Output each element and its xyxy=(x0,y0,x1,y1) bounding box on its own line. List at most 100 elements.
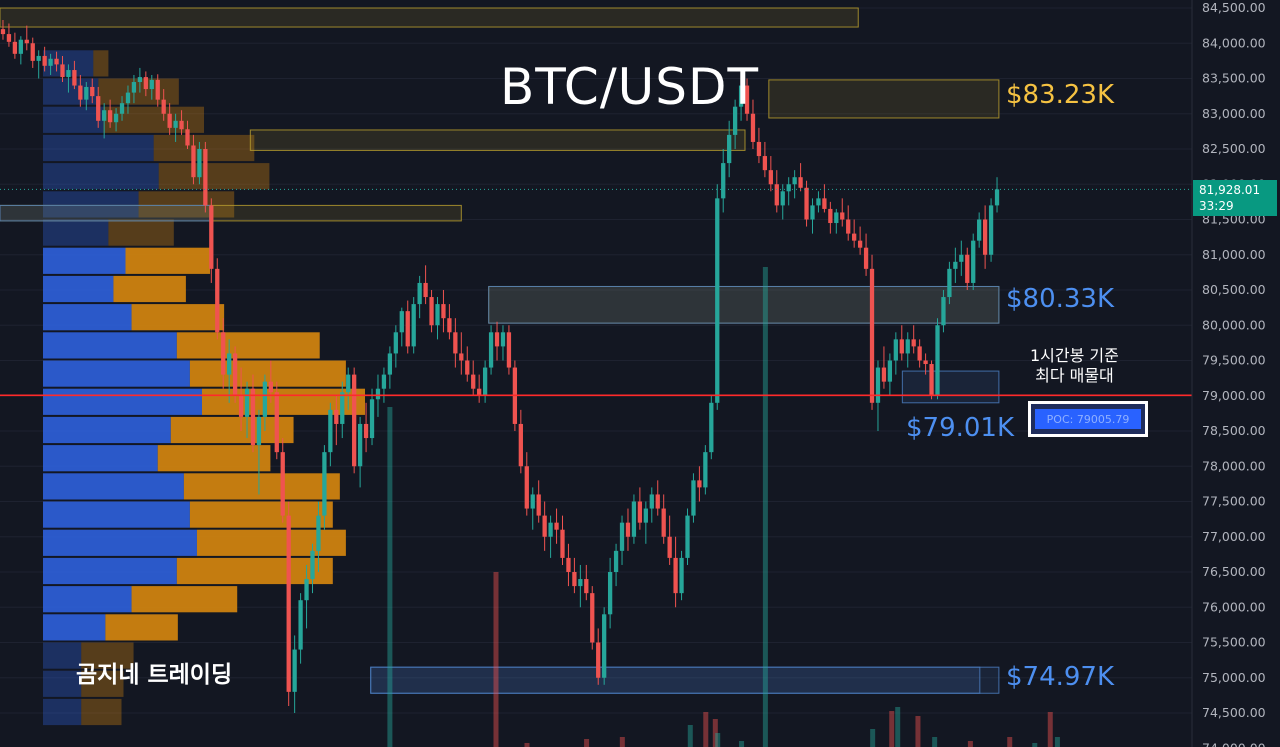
candle-body xyxy=(155,79,160,100)
volume-bar xyxy=(687,725,693,747)
candle-body xyxy=(459,353,464,361)
price-tick-label: 74,000.00 xyxy=(1202,740,1266,747)
level-label-83k: $83.23K xyxy=(1006,80,1115,110)
candle-body xyxy=(875,367,881,403)
vp-sell-bar xyxy=(131,304,225,331)
candle-body xyxy=(732,106,738,135)
candle-body xyxy=(286,515,291,692)
candle-body xyxy=(143,77,148,90)
candle-body xyxy=(334,409,339,424)
vp-buy-bar xyxy=(43,134,154,162)
vp-buy-bar xyxy=(43,473,184,500)
candle-body xyxy=(691,480,696,516)
candle-body xyxy=(393,332,398,354)
candle-body xyxy=(352,374,357,467)
vp-sell-bar xyxy=(103,106,204,133)
candle-body xyxy=(482,367,488,396)
candle-body xyxy=(256,416,262,446)
yellow-zone xyxy=(0,204,462,222)
candle-body xyxy=(173,120,178,128)
candle-body xyxy=(423,282,428,298)
candle-body xyxy=(893,339,898,361)
candle-body xyxy=(697,480,702,488)
volume-bar xyxy=(739,741,745,747)
price-tick-label: 77,500.00 xyxy=(1202,494,1266,509)
vp-buy-bar xyxy=(43,247,126,274)
price-tick-label: 80,000.00 xyxy=(1202,317,1266,332)
candle-body xyxy=(322,452,327,516)
candle-body xyxy=(810,205,815,220)
candle-body xyxy=(929,364,934,396)
price-tick-label: 80,500.00 xyxy=(1202,282,1266,297)
candle-body xyxy=(465,360,470,375)
vp-buy-bar xyxy=(43,191,139,218)
candle-body xyxy=(685,515,690,558)
vp-buy-bar xyxy=(43,388,202,415)
candle-body xyxy=(566,557,571,572)
candle-body xyxy=(262,381,268,417)
vp-buy-bar xyxy=(43,698,82,726)
candle-body xyxy=(429,297,434,326)
price-axis: 84,500.00 84,000.00 83,500.00 83,000.00 82,5… xyxy=(1191,0,1266,747)
candle-body xyxy=(613,550,619,572)
volume-bar xyxy=(1032,743,1038,747)
candle-body xyxy=(203,149,208,206)
vp-sell-bar xyxy=(196,529,346,556)
candle-body xyxy=(560,529,565,558)
price-tick-label: 83,000.00 xyxy=(1202,106,1266,121)
vp-sell-bar xyxy=(93,50,109,77)
candle-body xyxy=(774,184,779,206)
candle-body xyxy=(48,58,53,66)
candle-body xyxy=(994,189,1000,206)
volume-bar xyxy=(712,719,718,747)
candle-body xyxy=(411,304,416,347)
candle-body xyxy=(988,205,994,255)
candle-body xyxy=(852,233,857,241)
poc-label: POC: 79005.79 xyxy=(1035,409,1141,429)
vp-sell-bar xyxy=(113,275,186,303)
candle-body xyxy=(572,572,577,587)
candle-body xyxy=(667,536,672,558)
vp-sell-bar xyxy=(81,698,122,726)
candle-body xyxy=(494,332,500,347)
price-tick-label: 75,000.00 xyxy=(1202,670,1266,685)
candle-body xyxy=(435,304,440,326)
candle-body xyxy=(375,388,381,400)
candle-body xyxy=(328,409,333,453)
vp-sell-bar xyxy=(189,360,346,387)
candle-body xyxy=(6,34,12,42)
candle-body xyxy=(590,593,595,643)
vp-buy-bar xyxy=(43,670,82,697)
candle-body xyxy=(857,240,863,248)
candle-body xyxy=(953,261,958,269)
candle-body xyxy=(524,466,529,509)
candle-body xyxy=(197,149,202,178)
vp-buy-bar xyxy=(43,614,106,641)
volume-spike xyxy=(387,407,393,747)
candle-body xyxy=(661,508,666,537)
candle-body xyxy=(137,77,143,83)
candle-body xyxy=(923,360,928,365)
poc-note-line1: 1시간봉 기준 xyxy=(1030,346,1119,365)
blue-zone xyxy=(370,666,981,694)
candle-body xyxy=(381,374,387,389)
candle-body xyxy=(917,346,922,361)
candle-body xyxy=(238,395,244,417)
volume-bar xyxy=(524,743,530,747)
yellow-zone xyxy=(0,7,859,28)
candle-body xyxy=(869,268,875,403)
candle-body xyxy=(530,494,535,509)
price-tick-label: 77,000.00 xyxy=(1202,529,1266,544)
candle-body xyxy=(215,268,220,333)
brand-watermark: 곰지네 트레이딩 xyxy=(76,662,233,688)
candle-body xyxy=(602,614,607,678)
vp-sell-bar xyxy=(81,670,124,697)
candle-body xyxy=(405,311,410,347)
candle-body xyxy=(250,388,256,446)
vp-buy-bar xyxy=(43,360,190,387)
volume-bar xyxy=(915,716,921,747)
vp-sell-bar xyxy=(81,642,134,669)
vp-sell-bar xyxy=(170,416,294,444)
candle-body xyxy=(959,254,964,262)
